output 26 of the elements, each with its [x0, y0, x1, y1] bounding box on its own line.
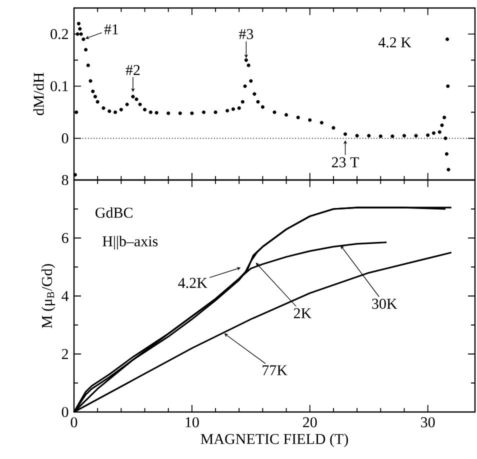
y-axis-title: M (μ$_{B}$/Gd) [41, 264, 56, 328]
x-tick-label: 20 [303, 417, 317, 428]
annotation: 2K [294, 308, 312, 318]
y-axis-title: dM/dH [33, 72, 44, 116]
annotation: H||b–axis [102, 236, 158, 250]
x-tick-label: 30 [421, 417, 435, 428]
annotation: #2 [126, 65, 140, 75]
y-tick-label: 0 [62, 406, 68, 418]
annotation: 30K [372, 298, 398, 309]
y-tick-label: 2 [62, 349, 68, 359]
y-tick-label: 0.1 [50, 81, 68, 92]
annotation: #3 [238, 29, 254, 40]
y-tick-label: 0 [62, 133, 68, 144]
y-tick-label: 4 [62, 291, 69, 301]
annotation: #1 [104, 24, 118, 34]
x-tick-label: 0 [70, 417, 78, 428]
y-tick-label: 8 [62, 174, 68, 186]
annotation: 77K [262, 365, 288, 376]
x-axis-title: MAGNETIC FIELD (T) [200, 434, 348, 448]
y-tick-label: 6 [62, 232, 68, 244]
y-tick-label: 0.2 [50, 28, 68, 40]
x-tick-label: 10 [186, 417, 199, 428]
annotation: 4.2K [178, 278, 208, 288]
annotation: 23 T [332, 157, 359, 168]
annotation: 4.2 K [378, 37, 412, 48]
annotation: GdBC [96, 207, 132, 218]
